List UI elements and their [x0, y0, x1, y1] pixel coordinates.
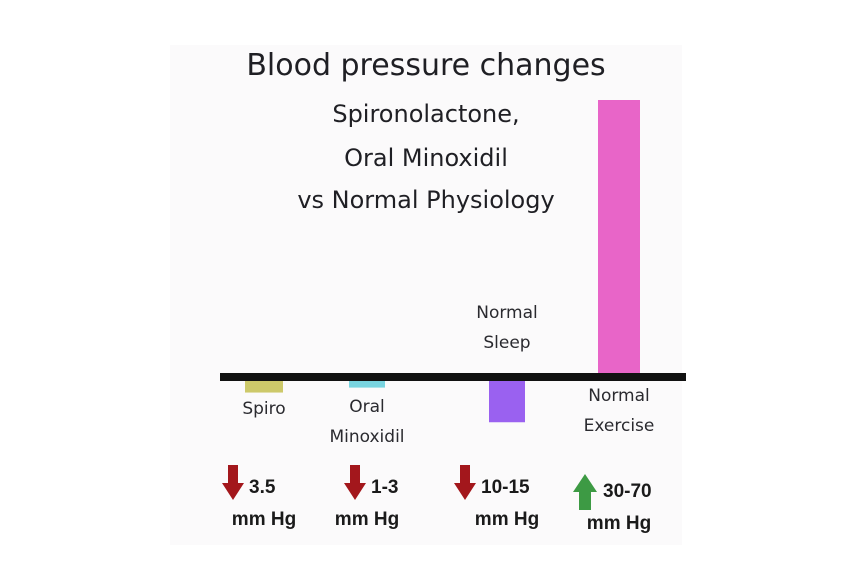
category-label-3-0: Normal: [588, 386, 650, 406]
category-label-1-0: Oral: [349, 397, 385, 417]
chart-subtitle-line-1: Spironolactone,: [332, 100, 520, 128]
baseline-axis: [220, 373, 686, 381]
unit-label-2: mm Hg: [475, 509, 539, 530]
category-label-0-0: Spiro: [242, 399, 285, 419]
category-label-2-0: Normal: [476, 303, 538, 323]
bar-0: [245, 381, 283, 393]
down-arrow-icon: [222, 465, 244, 500]
bar-2: [489, 381, 525, 423]
down-arrow-icon: [454, 465, 476, 500]
value-label-2: 10-15: [481, 477, 530, 498]
value-label-0: 3.5: [249, 477, 276, 498]
down-arrow-icon: [344, 465, 366, 500]
chart-subtitle-line-2: Oral Minoxidil: [344, 144, 508, 172]
up-arrow-icon: [573, 474, 597, 510]
category-label-2-1: Sleep: [483, 333, 530, 353]
value-label-3: 30-70: [603, 481, 652, 502]
value-label-1: 1-3: [371, 477, 398, 498]
unit-label-1: mm Hg: [335, 509, 399, 530]
unit-label-0: mm Hg: [232, 509, 296, 530]
category-label-3-1: Exercise: [584, 416, 655, 436]
unit-label-3: mm Hg: [587, 513, 651, 534]
chart-panel: [170, 45, 682, 545]
chart-subtitle-line-3: vs Normal Physiology: [297, 186, 555, 214]
category-label-1-1: Minoxidil: [329, 427, 404, 447]
bar-1: [349, 381, 385, 388]
chart-title: Blood pressure changes: [246, 48, 606, 83]
bar-3: [598, 100, 640, 373]
